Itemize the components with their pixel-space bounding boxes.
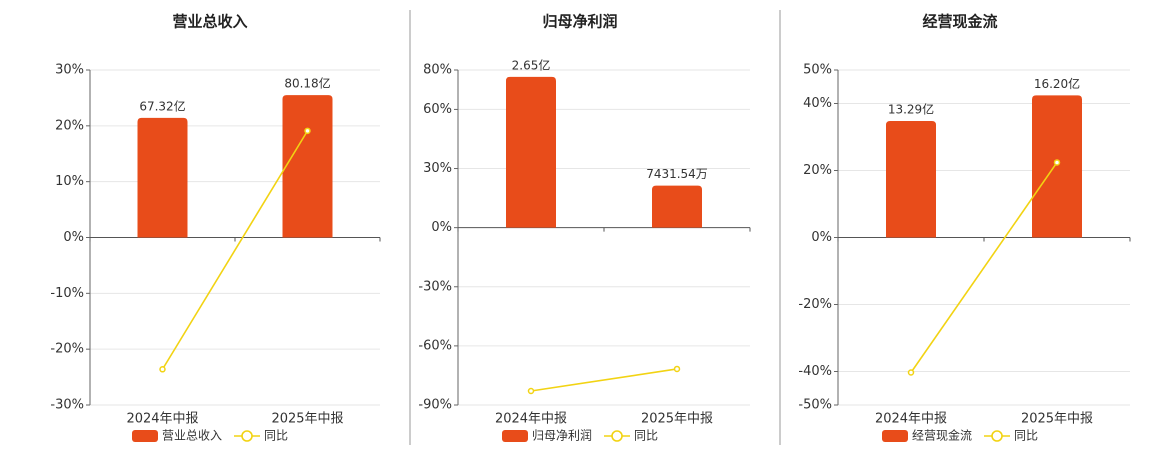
y-tick-label: 0% (431, 220, 452, 235)
y-tick-label: 0% (811, 230, 832, 245)
y-tick-label: -50% (798, 398, 832, 413)
value-label: 2.65亿 (512, 57, 551, 72)
value-label: 16.20亿 (1034, 76, 1080, 91)
legend-label: 营业总收入 (162, 429, 222, 443)
legend-label: 同比 (634, 429, 658, 443)
y-tick-label: 80% (423, 63, 452, 78)
y-tick-label: 30% (55, 63, 84, 78)
value-label: 7431.54万 (646, 167, 708, 181)
chart-title: 归母净利润 (542, 13, 617, 31)
y-tick-label: -40% (798, 364, 832, 379)
bar (886, 120, 936, 238)
y-tick-label: -20% (50, 342, 84, 357)
line-point (159, 366, 166, 373)
y-tick-label: -10% (50, 286, 84, 301)
legend-label: 同比 (1014, 429, 1038, 443)
x-tick-label: 2024年中报 (495, 412, 567, 427)
line-point (527, 387, 535, 395)
value-label: 67.32亿 (139, 98, 185, 113)
bar (652, 185, 702, 228)
legend-swatch (241, 430, 253, 442)
y-tick-label: 0% (63, 230, 84, 245)
legend-label: 同比 (264, 429, 288, 443)
bar (282, 95, 333, 238)
line-point (304, 127, 311, 135)
legend-label: 归母净利润 (532, 429, 592, 443)
chart-title: 营业总收入 (172, 13, 247, 31)
line-point (907, 369, 915, 376)
x-tick-label: 2025年中报 (641, 412, 713, 427)
legend-swatch (991, 430, 1003, 442)
x-tick-label: 2025年中报 (271, 412, 343, 427)
y-tick-label: 20% (803, 163, 832, 178)
bar (506, 76, 556, 228)
line (530, 368, 678, 392)
line-point (1053, 159, 1061, 166)
legend-swatch (882, 430, 908, 442)
y-tick-label: 30% (423, 161, 452, 176)
x-tick-label: 2025年中报 (1021, 412, 1093, 427)
x-tick-label: 2024年中报 (875, 412, 947, 427)
line (910, 162, 1058, 373)
y-tick-label: 40% (803, 96, 832, 111)
y-tick-label: 10% (55, 174, 84, 189)
value-label: 80.18亿 (284, 76, 330, 91)
y-tick-label: 20% (55, 118, 84, 133)
chart-title: 经营现金流 (922, 13, 997, 31)
y-tick-label: -20% (798, 297, 832, 312)
y-tick-label: -90% (418, 398, 452, 413)
legend-swatch (132, 430, 158, 442)
y-tick-label: -30% (418, 279, 452, 294)
legend-swatch (502, 430, 528, 442)
bar (137, 117, 188, 238)
legend-label: 经营现金流 (912, 428, 972, 443)
y-tick-label: 60% (423, 102, 452, 117)
line-point (673, 365, 681, 373)
line (161, 130, 309, 370)
y-tick-label: -60% (418, 338, 452, 353)
y-tick-label: -30% (50, 398, 84, 413)
value-label: 13.29亿 (888, 101, 934, 116)
legend-swatch (611, 430, 623, 442)
bar (1032, 95, 1082, 238)
x-tick-label: 2024年中报 (126, 412, 198, 427)
y-tick-label: 50% (803, 63, 832, 78)
